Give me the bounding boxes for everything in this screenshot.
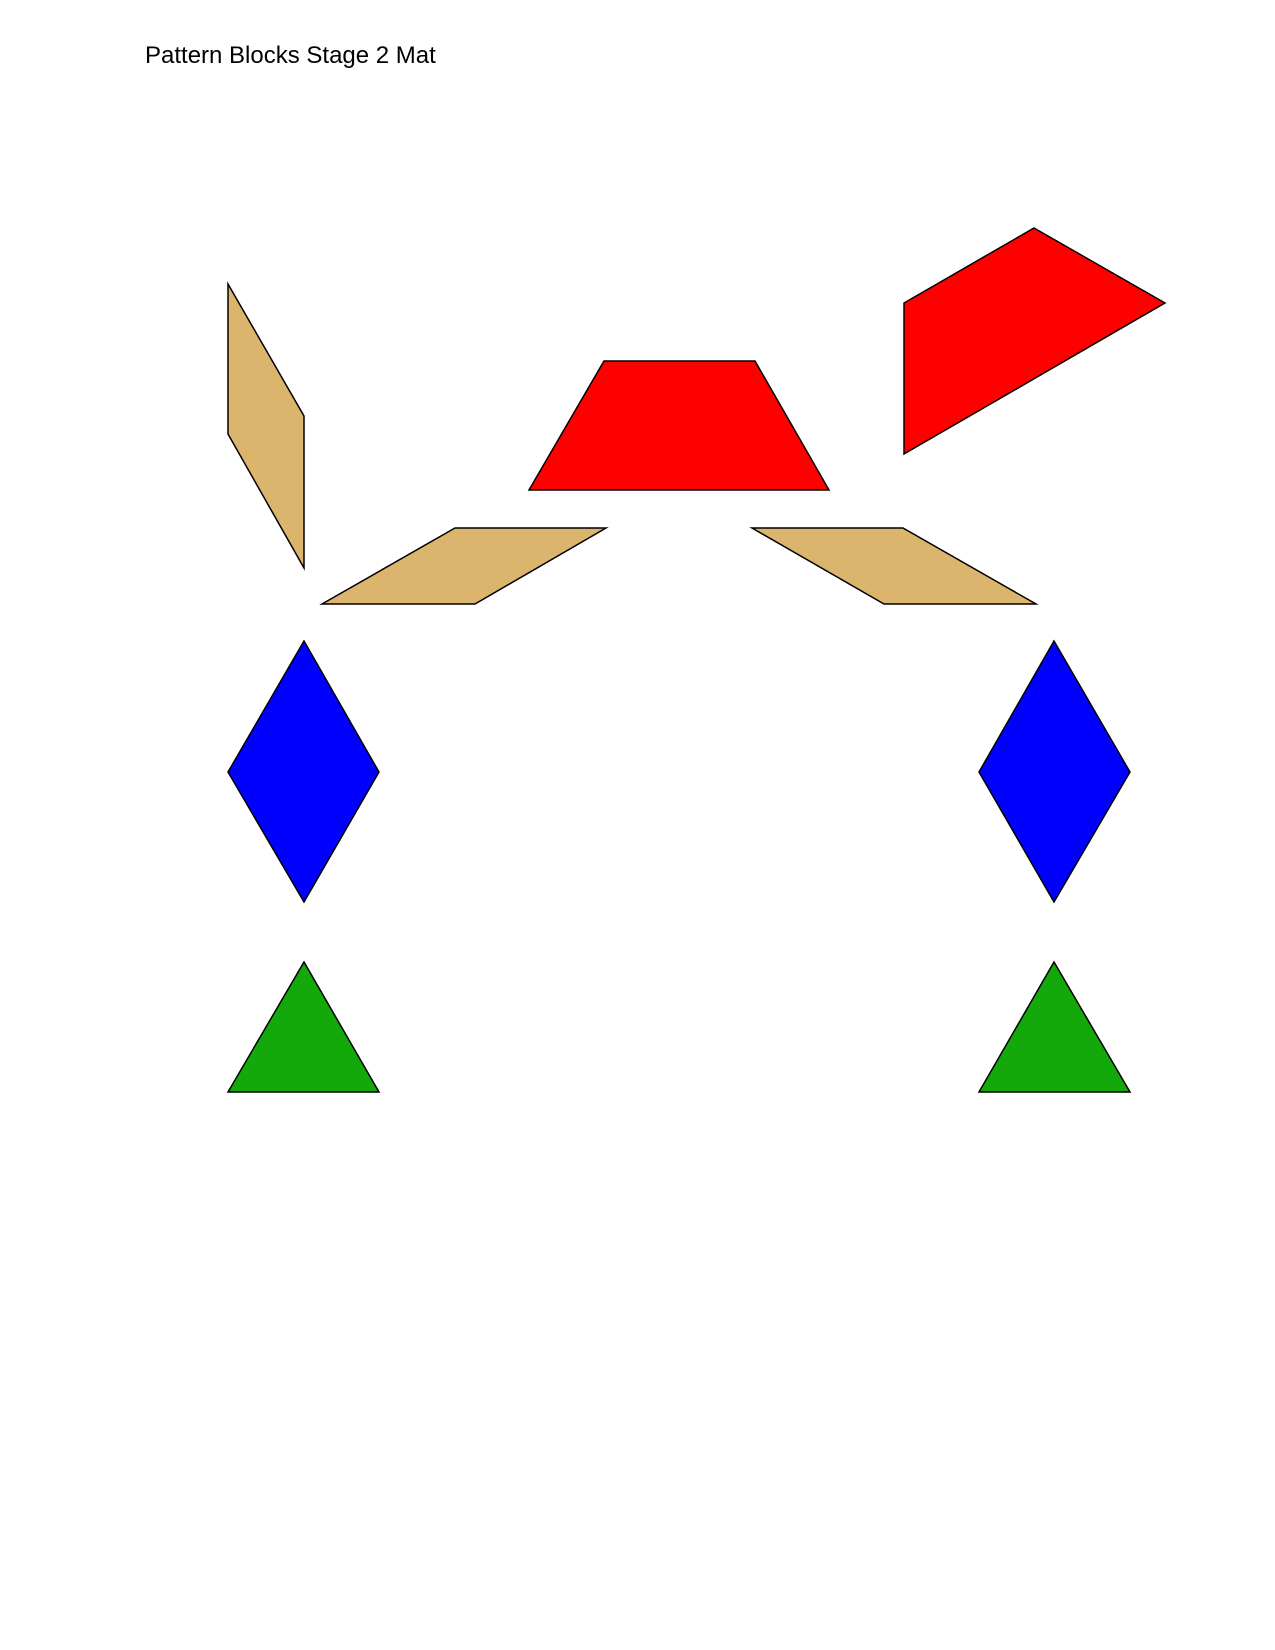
page-title: Pattern Blocks Stage 2 Mat bbox=[145, 42, 436, 69]
green-triangle-right bbox=[977, 960, 1132, 1093]
tan-rhombus-upper-left bbox=[227, 281, 305, 571]
red-trapezoid-upper-right bbox=[903, 227, 1167, 456]
red-trapezoid-center bbox=[527, 360, 831, 491]
tan-rhombus-right bbox=[749, 527, 1039, 605]
green-triangle-left bbox=[226, 960, 381, 1093]
blue-rhombus-right bbox=[978, 639, 1131, 904]
blue-rhombus-left bbox=[227, 639, 380, 904]
tan-rhombus-left bbox=[319, 527, 609, 605]
